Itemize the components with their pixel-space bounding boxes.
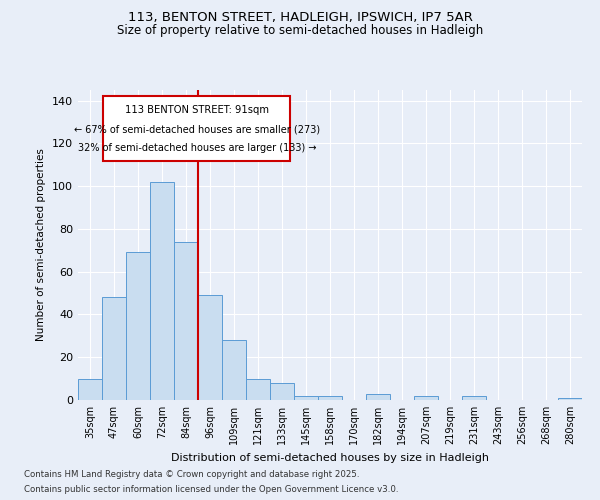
Text: Size of property relative to semi-detached houses in Hadleigh: Size of property relative to semi-detach… — [117, 24, 483, 37]
FancyBboxPatch shape — [103, 96, 290, 160]
Text: Contains public sector information licensed under the Open Government Licence v3: Contains public sector information licen… — [24, 485, 398, 494]
Text: 113, BENTON STREET, HADLEIGH, IPSWICH, IP7 5AR: 113, BENTON STREET, HADLEIGH, IPSWICH, I… — [128, 11, 472, 24]
Text: 32% of semi-detached houses are larger (133) →: 32% of semi-detached houses are larger (… — [77, 144, 316, 154]
Bar — [174, 242, 198, 400]
Text: ← 67% of semi-detached houses are smaller (273): ← 67% of semi-detached houses are smalle… — [74, 124, 320, 134]
Bar — [126, 252, 150, 400]
Bar — [366, 394, 390, 400]
Bar — [318, 396, 342, 400]
Bar — [198, 295, 222, 400]
Bar — [414, 396, 438, 400]
Text: Contains HM Land Registry data © Crown copyright and database right 2025.: Contains HM Land Registry data © Crown c… — [24, 470, 359, 479]
Bar — [246, 378, 270, 400]
X-axis label: Distribution of semi-detached houses by size in Hadleigh: Distribution of semi-detached houses by … — [171, 452, 489, 462]
Bar — [222, 340, 246, 400]
Bar — [294, 396, 318, 400]
Y-axis label: Number of semi-detached properties: Number of semi-detached properties — [37, 148, 46, 342]
Bar — [462, 396, 486, 400]
Bar — [270, 383, 294, 400]
Bar — [150, 182, 174, 400]
Text: 113 BENTON STREET: 91sqm: 113 BENTON STREET: 91sqm — [125, 105, 269, 115]
Bar — [558, 398, 582, 400]
Bar — [102, 298, 126, 400]
Bar — [78, 378, 102, 400]
